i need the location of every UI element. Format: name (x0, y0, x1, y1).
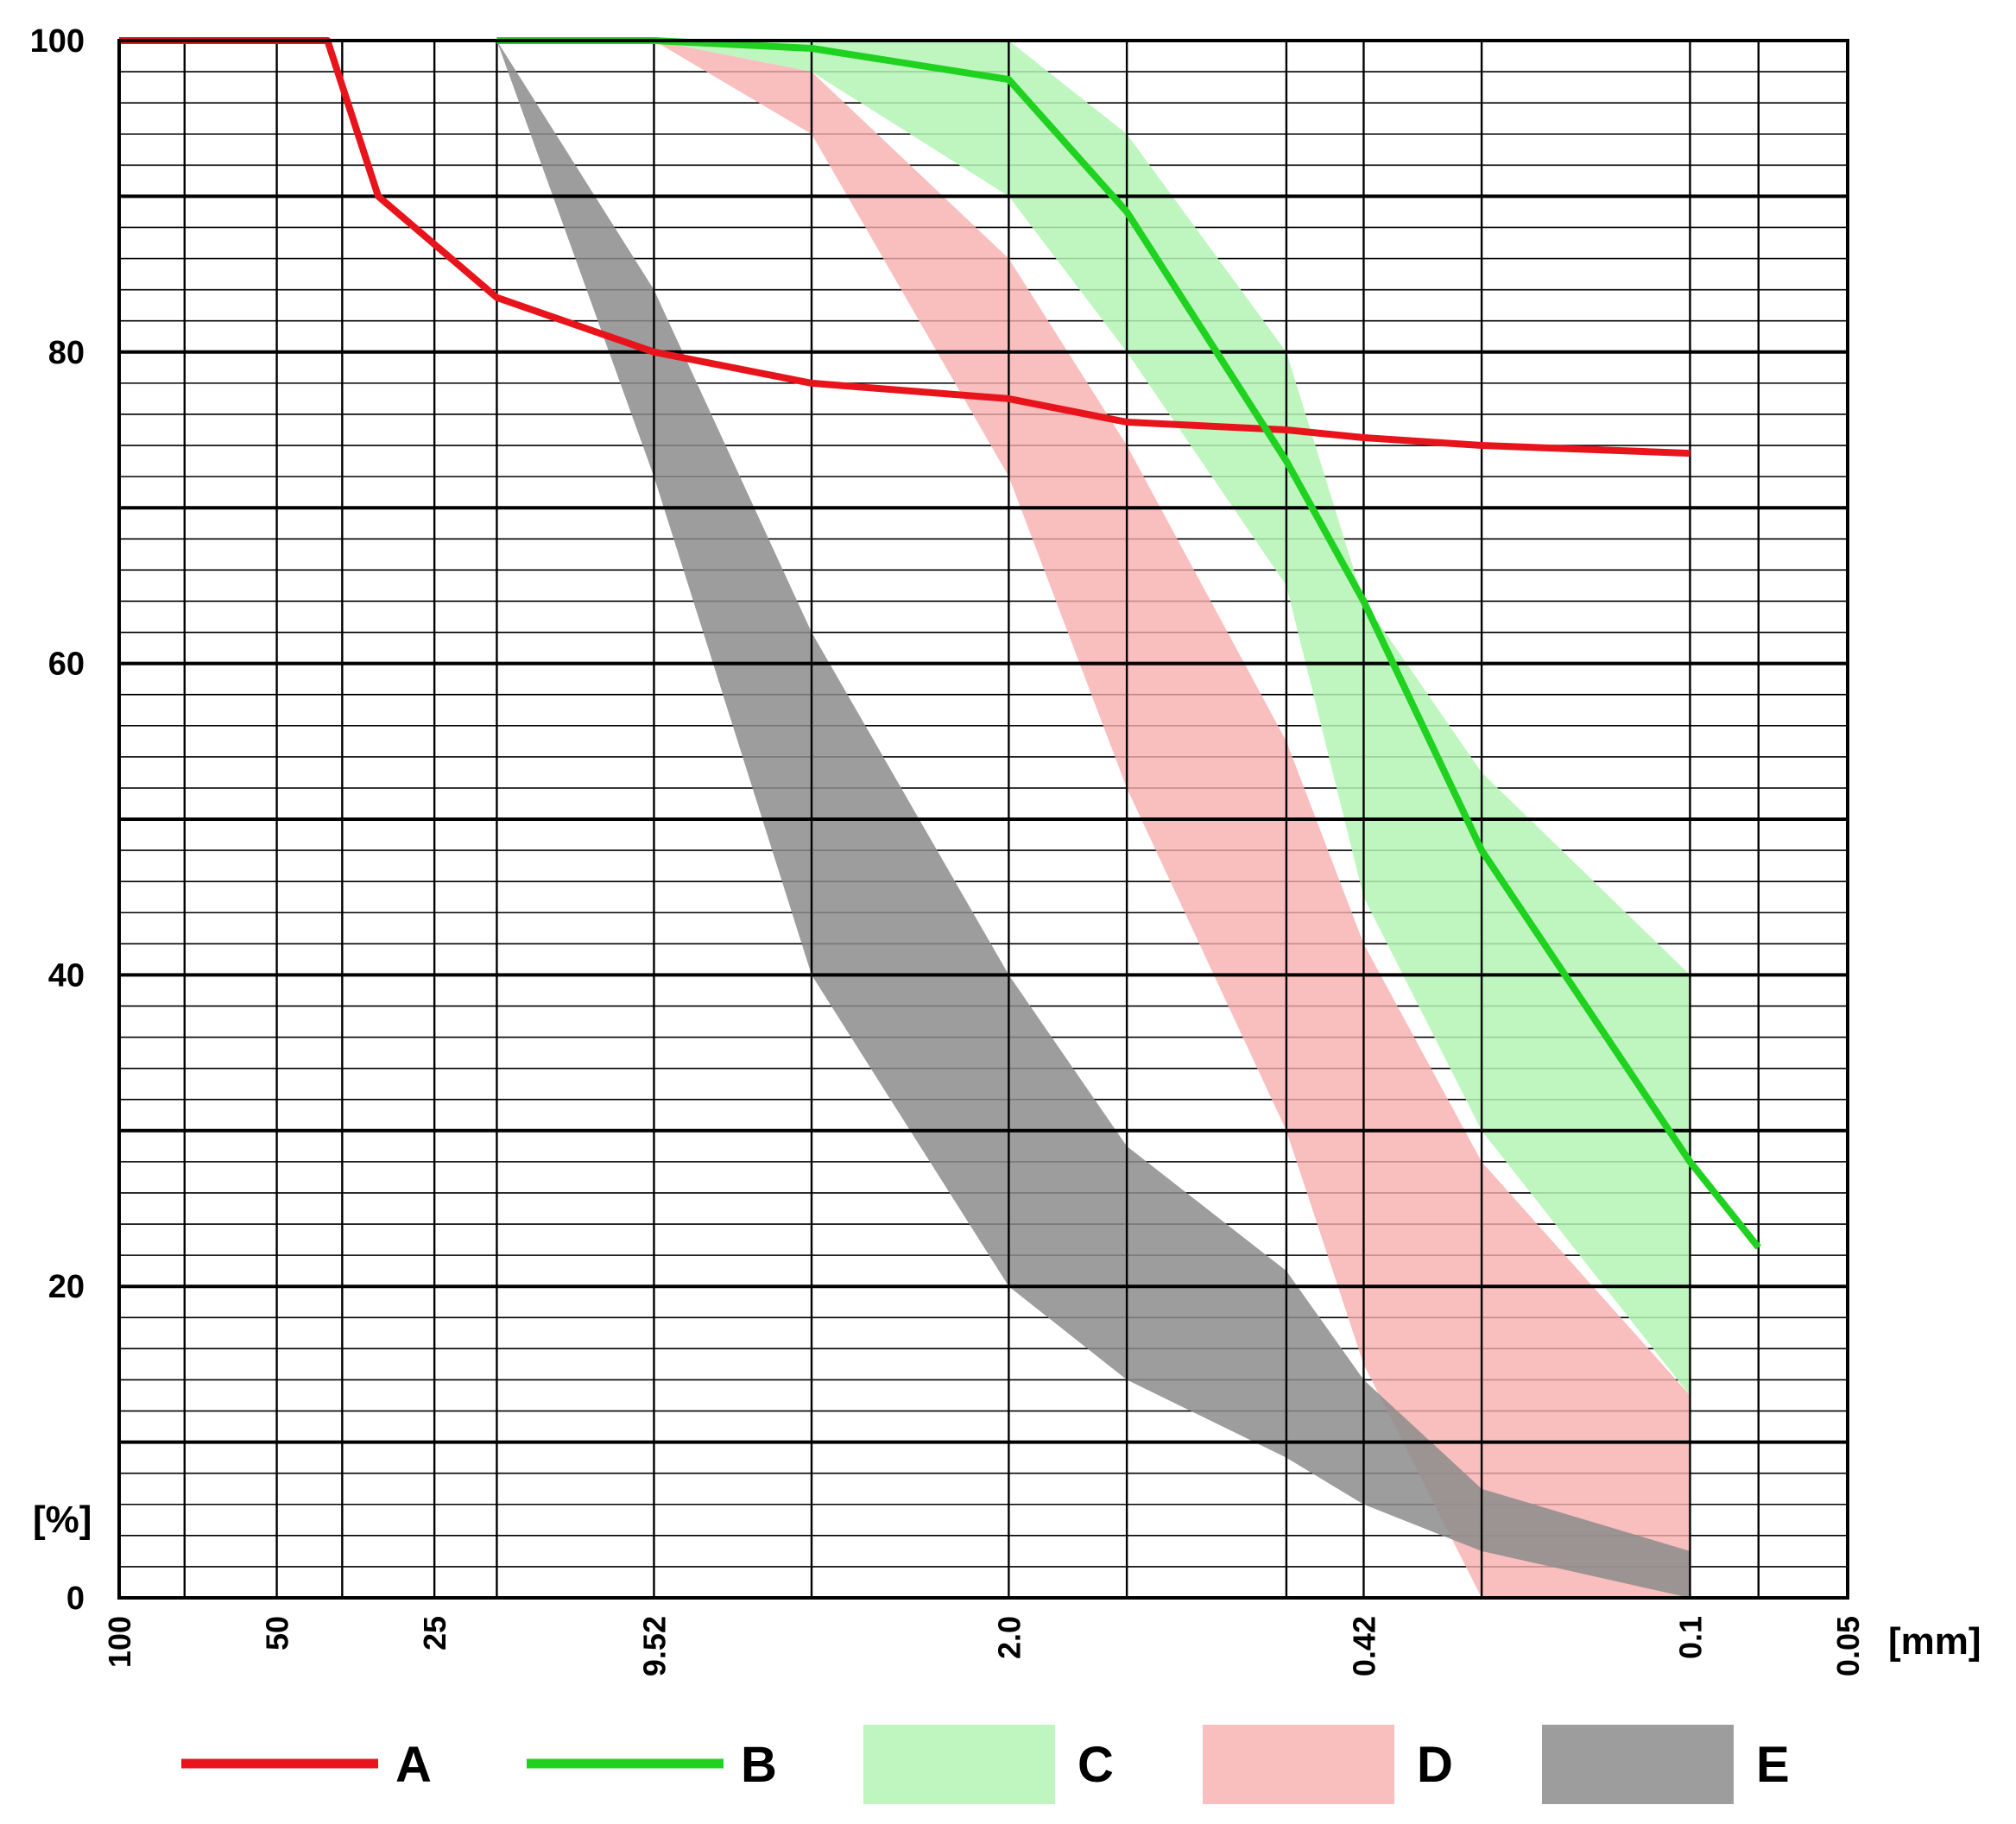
x-tick-label: 25 (417, 1616, 452, 1650)
y-tick-labels: 0 20 40 60 80 100 (30, 23, 85, 1617)
legend-swatch-e (1542, 1725, 1734, 1804)
x-tick-labels: 100 50 25 9.52 2.0 0.42 0.1 0.05 (102, 1616, 1866, 1676)
x-tick-label: 9.52 (636, 1616, 672, 1676)
y-tick-label: 80 (48, 335, 85, 371)
legend-label-b: B (741, 1737, 777, 1793)
x-tick-label: 50 (260, 1616, 295, 1650)
band-c (654, 41, 1691, 1396)
y-axis-label: [%] (33, 1499, 92, 1541)
series-lines (119, 37, 1761, 1250)
y-tick-label: 0 (66, 1581, 85, 1617)
legend-label-c: C (1078, 1737, 1114, 1793)
x-tick-label: 0.05 (1830, 1616, 1866, 1676)
legend-swatch-d (1203, 1725, 1394, 1804)
legend-swatch-c (863, 1725, 1055, 1804)
x-tick-label: 0.1 (1672, 1616, 1708, 1659)
legend: A B C D E (181, 1725, 1790, 1804)
x-tick-label: 2.0 (991, 1616, 1027, 1659)
y-tick-label: 60 (48, 647, 85, 683)
legend-label-a: A (395, 1737, 432, 1793)
x-axis-label: [mm] (1888, 1620, 1981, 1663)
plot-frame (117, 39, 1849, 1600)
x-tick-label: 100 (102, 1616, 137, 1668)
legend-label-e: E (1756, 1737, 1790, 1793)
x-tick-label: 0.42 (1346, 1616, 1381, 1676)
y-tick-label: 40 (48, 957, 85, 994)
line-a (119, 37, 1691, 458)
major-gridlines (117, 41, 1849, 1598)
legend-label-d: D (1417, 1737, 1453, 1793)
y-tick-label: 20 (48, 1269, 85, 1305)
line-b (496, 37, 1761, 1250)
y-tick-label: 100 (30, 23, 85, 60)
